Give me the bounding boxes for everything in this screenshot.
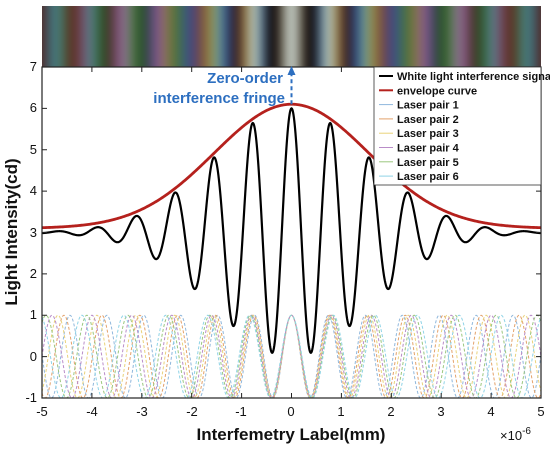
x-axis-title: Interfemetry Label(mm) [197, 425, 386, 444]
legend-label: Laser pair 5 [397, 157, 459, 169]
laser-pair-4-line [42, 315, 541, 398]
legend-label: Laser pair 1 [397, 100, 459, 112]
y-tick-label: 0 [30, 349, 37, 364]
legend-label: Laser pair 4 [397, 143, 460, 155]
annotation-line-2: interference fringe [153, 90, 285, 107]
y-tick-label: 7 [30, 59, 37, 74]
laser-pairs-layer [42, 315, 541, 398]
x-axis-exponent-power: -6 [522, 426, 531, 437]
legend-label: White light interference signal [397, 71, 550, 83]
x-tick-label: 4 [487, 404, 494, 419]
y-tick-label: 3 [30, 225, 37, 240]
legend-label: Laser pair 3 [397, 128, 459, 140]
y-tick-label: 4 [30, 183, 37, 198]
x-tick-label: 5 [537, 404, 544, 419]
y-tick-label: 2 [30, 266, 37, 281]
x-tick-label: 3 [437, 404, 444, 419]
y-axis-title: Light Intensity(cd) [2, 158, 21, 305]
x-tick-label: -3 [136, 404, 148, 419]
y-tick-label: -1 [25, 390, 37, 405]
x-tick-label: 0 [287, 404, 294, 419]
y-tick-label: 6 [30, 100, 37, 115]
x-tick-label: -2 [186, 404, 198, 419]
x-tick-label: 2 [387, 404, 394, 419]
x-tick-labels: -5 -4 -3 -2 -1 0 1 2 3 4 5 [36, 404, 544, 419]
x-tick-label: -5 [36, 404, 48, 419]
y-tick-label: 5 [30, 142, 37, 157]
x-axis-exponent: ×10-6 [500, 426, 531, 443]
legend-label: Laser pair 2 [397, 114, 459, 126]
legend: White light interference signal envelope … [374, 67, 550, 185]
legend-label: envelope curve [397, 85, 477, 97]
y-tick-label: 1 [30, 307, 37, 322]
x-tick-label: 1 [337, 404, 344, 419]
x-tick-label: -4 [86, 404, 98, 419]
legend-label: Laser pair 6 [397, 171, 459, 183]
y-tick-labels: -1 0 1 2 3 4 5 6 7 [25, 59, 37, 405]
fringe-pattern-strip [42, 6, 541, 67]
annotation-line-1: Zero-order [207, 70, 283, 87]
x-axis-exponent-base: ×10 [500, 428, 522, 443]
x-tick-label: -1 [235, 404, 247, 419]
